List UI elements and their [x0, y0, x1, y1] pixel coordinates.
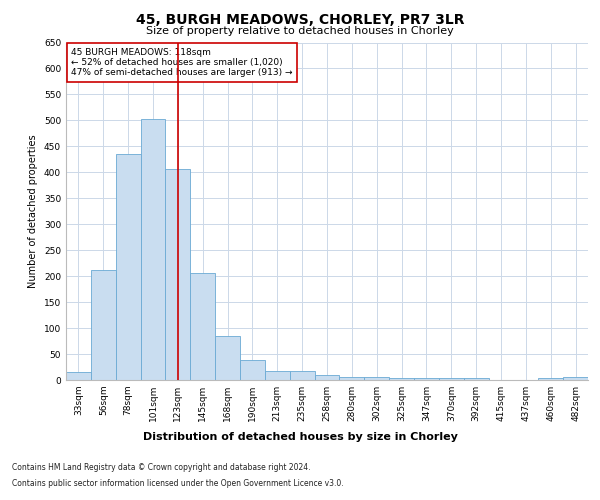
Bar: [66, 372, 91, 380]
Bar: [265, 370, 290, 380]
Bar: [240, 360, 265, 380]
Bar: [290, 370, 314, 380]
Bar: [389, 378, 414, 380]
Text: Contains HM Land Registry data © Crown copyright and database right 2024.: Contains HM Land Registry data © Crown c…: [12, 464, 311, 472]
Bar: [538, 378, 563, 380]
Bar: [166, 168, 190, 380]
Bar: [314, 375, 340, 380]
Text: Distribution of detached houses by size in Chorley: Distribution of detached houses by size …: [143, 432, 457, 442]
Y-axis label: Number of detached properties: Number of detached properties: [28, 134, 38, 288]
Bar: [91, 270, 116, 380]
Text: Size of property relative to detached houses in Chorley: Size of property relative to detached ho…: [146, 26, 454, 36]
Bar: [116, 154, 140, 380]
Text: 45 BURGH MEADOWS: 118sqm
← 52% of detached houses are smaller (1,020)
47% of sem: 45 BURGH MEADOWS: 118sqm ← 52% of detach…: [71, 48, 293, 78]
Bar: [364, 378, 389, 380]
Text: Contains public sector information licensed under the Open Government Licence v3: Contains public sector information licen…: [12, 478, 344, 488]
Bar: [563, 378, 588, 380]
Bar: [340, 378, 364, 380]
Bar: [215, 336, 240, 380]
Bar: [140, 120, 166, 380]
Text: 45, BURGH MEADOWS, CHORLEY, PR7 3LR: 45, BURGH MEADOWS, CHORLEY, PR7 3LR: [136, 12, 464, 26]
Bar: [439, 378, 464, 380]
Bar: [414, 378, 439, 380]
Bar: [190, 272, 215, 380]
Bar: [464, 378, 488, 380]
